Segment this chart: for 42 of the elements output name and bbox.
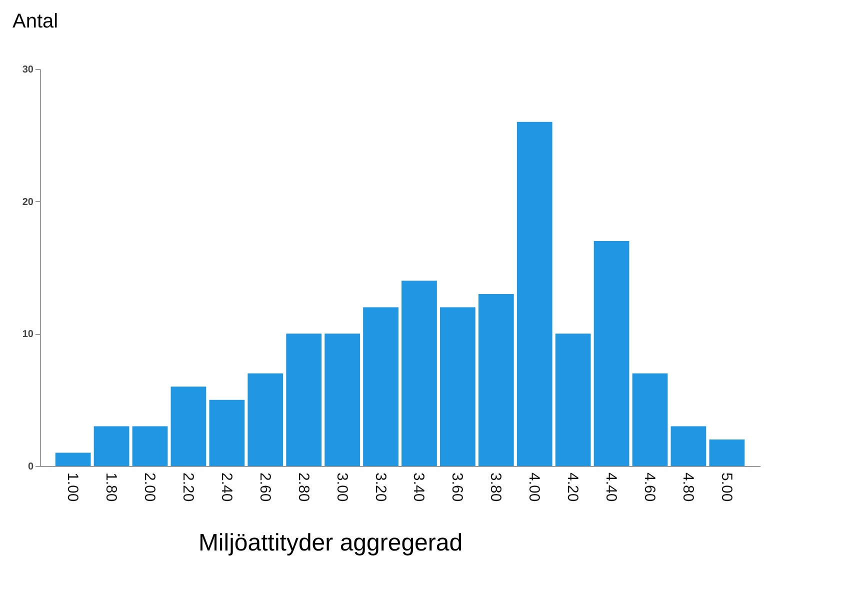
x-tick-label: 4.80 bbox=[679, 472, 696, 502]
x-tick-label: 2.60 bbox=[256, 472, 274, 502]
y-tick-label: 30 bbox=[22, 64, 34, 76]
x-tick-label: 2.80 bbox=[294, 472, 312, 502]
bar bbox=[286, 334, 322, 466]
x-tick-label: 4.60 bbox=[641, 472, 658, 502]
bar bbox=[670, 426, 706, 466]
bar bbox=[324, 334, 360, 466]
x-tick-label: 5.00 bbox=[718, 472, 735, 502]
bar bbox=[363, 307, 398, 466]
x-tick-label: 3.60 bbox=[448, 472, 466, 502]
y-tick-label: 0 bbox=[28, 462, 34, 472]
x-axis-title: Miljöattityder aggregerad bbox=[198, 530, 463, 557]
x-tick-label: 2.40 bbox=[218, 472, 235, 502]
x-tick-label: 2.20 bbox=[179, 472, 196, 502]
bar bbox=[555, 334, 591, 466]
bar bbox=[170, 386, 206, 466]
bar bbox=[478, 294, 514, 466]
bar bbox=[248, 373, 284, 466]
y-tick-label: 10 bbox=[22, 329, 34, 340]
x-tick-label: 3.80 bbox=[487, 472, 504, 502]
bar bbox=[132, 426, 168, 466]
bar bbox=[709, 440, 745, 466]
y-axis-title: Antal bbox=[12, 10, 58, 32]
x-tick-label: 3.40 bbox=[410, 472, 428, 502]
x-tick-label: 2.00 bbox=[141, 472, 158, 502]
y-tick-label: 20 bbox=[22, 196, 34, 208]
x-tick-label: 3.00 bbox=[333, 472, 350, 502]
bar bbox=[402, 280, 437, 466]
bar bbox=[94, 426, 130, 466]
x-tick-label: 4.00 bbox=[526, 472, 543, 502]
bar bbox=[440, 307, 476, 466]
bar bbox=[55, 452, 91, 466]
bar bbox=[516, 122, 552, 466]
x-tick-label: 3.20 bbox=[372, 472, 389, 502]
x-tick-label: 4.40 bbox=[602, 472, 620, 502]
x-tick-label: 1.80 bbox=[102, 472, 120, 502]
x-tick-label: 1.00 bbox=[64, 472, 82, 502]
bar bbox=[594, 241, 630, 466]
x-tick-label: 4.20 bbox=[564, 472, 582, 502]
bar bbox=[209, 400, 245, 466]
bar bbox=[632, 373, 668, 466]
